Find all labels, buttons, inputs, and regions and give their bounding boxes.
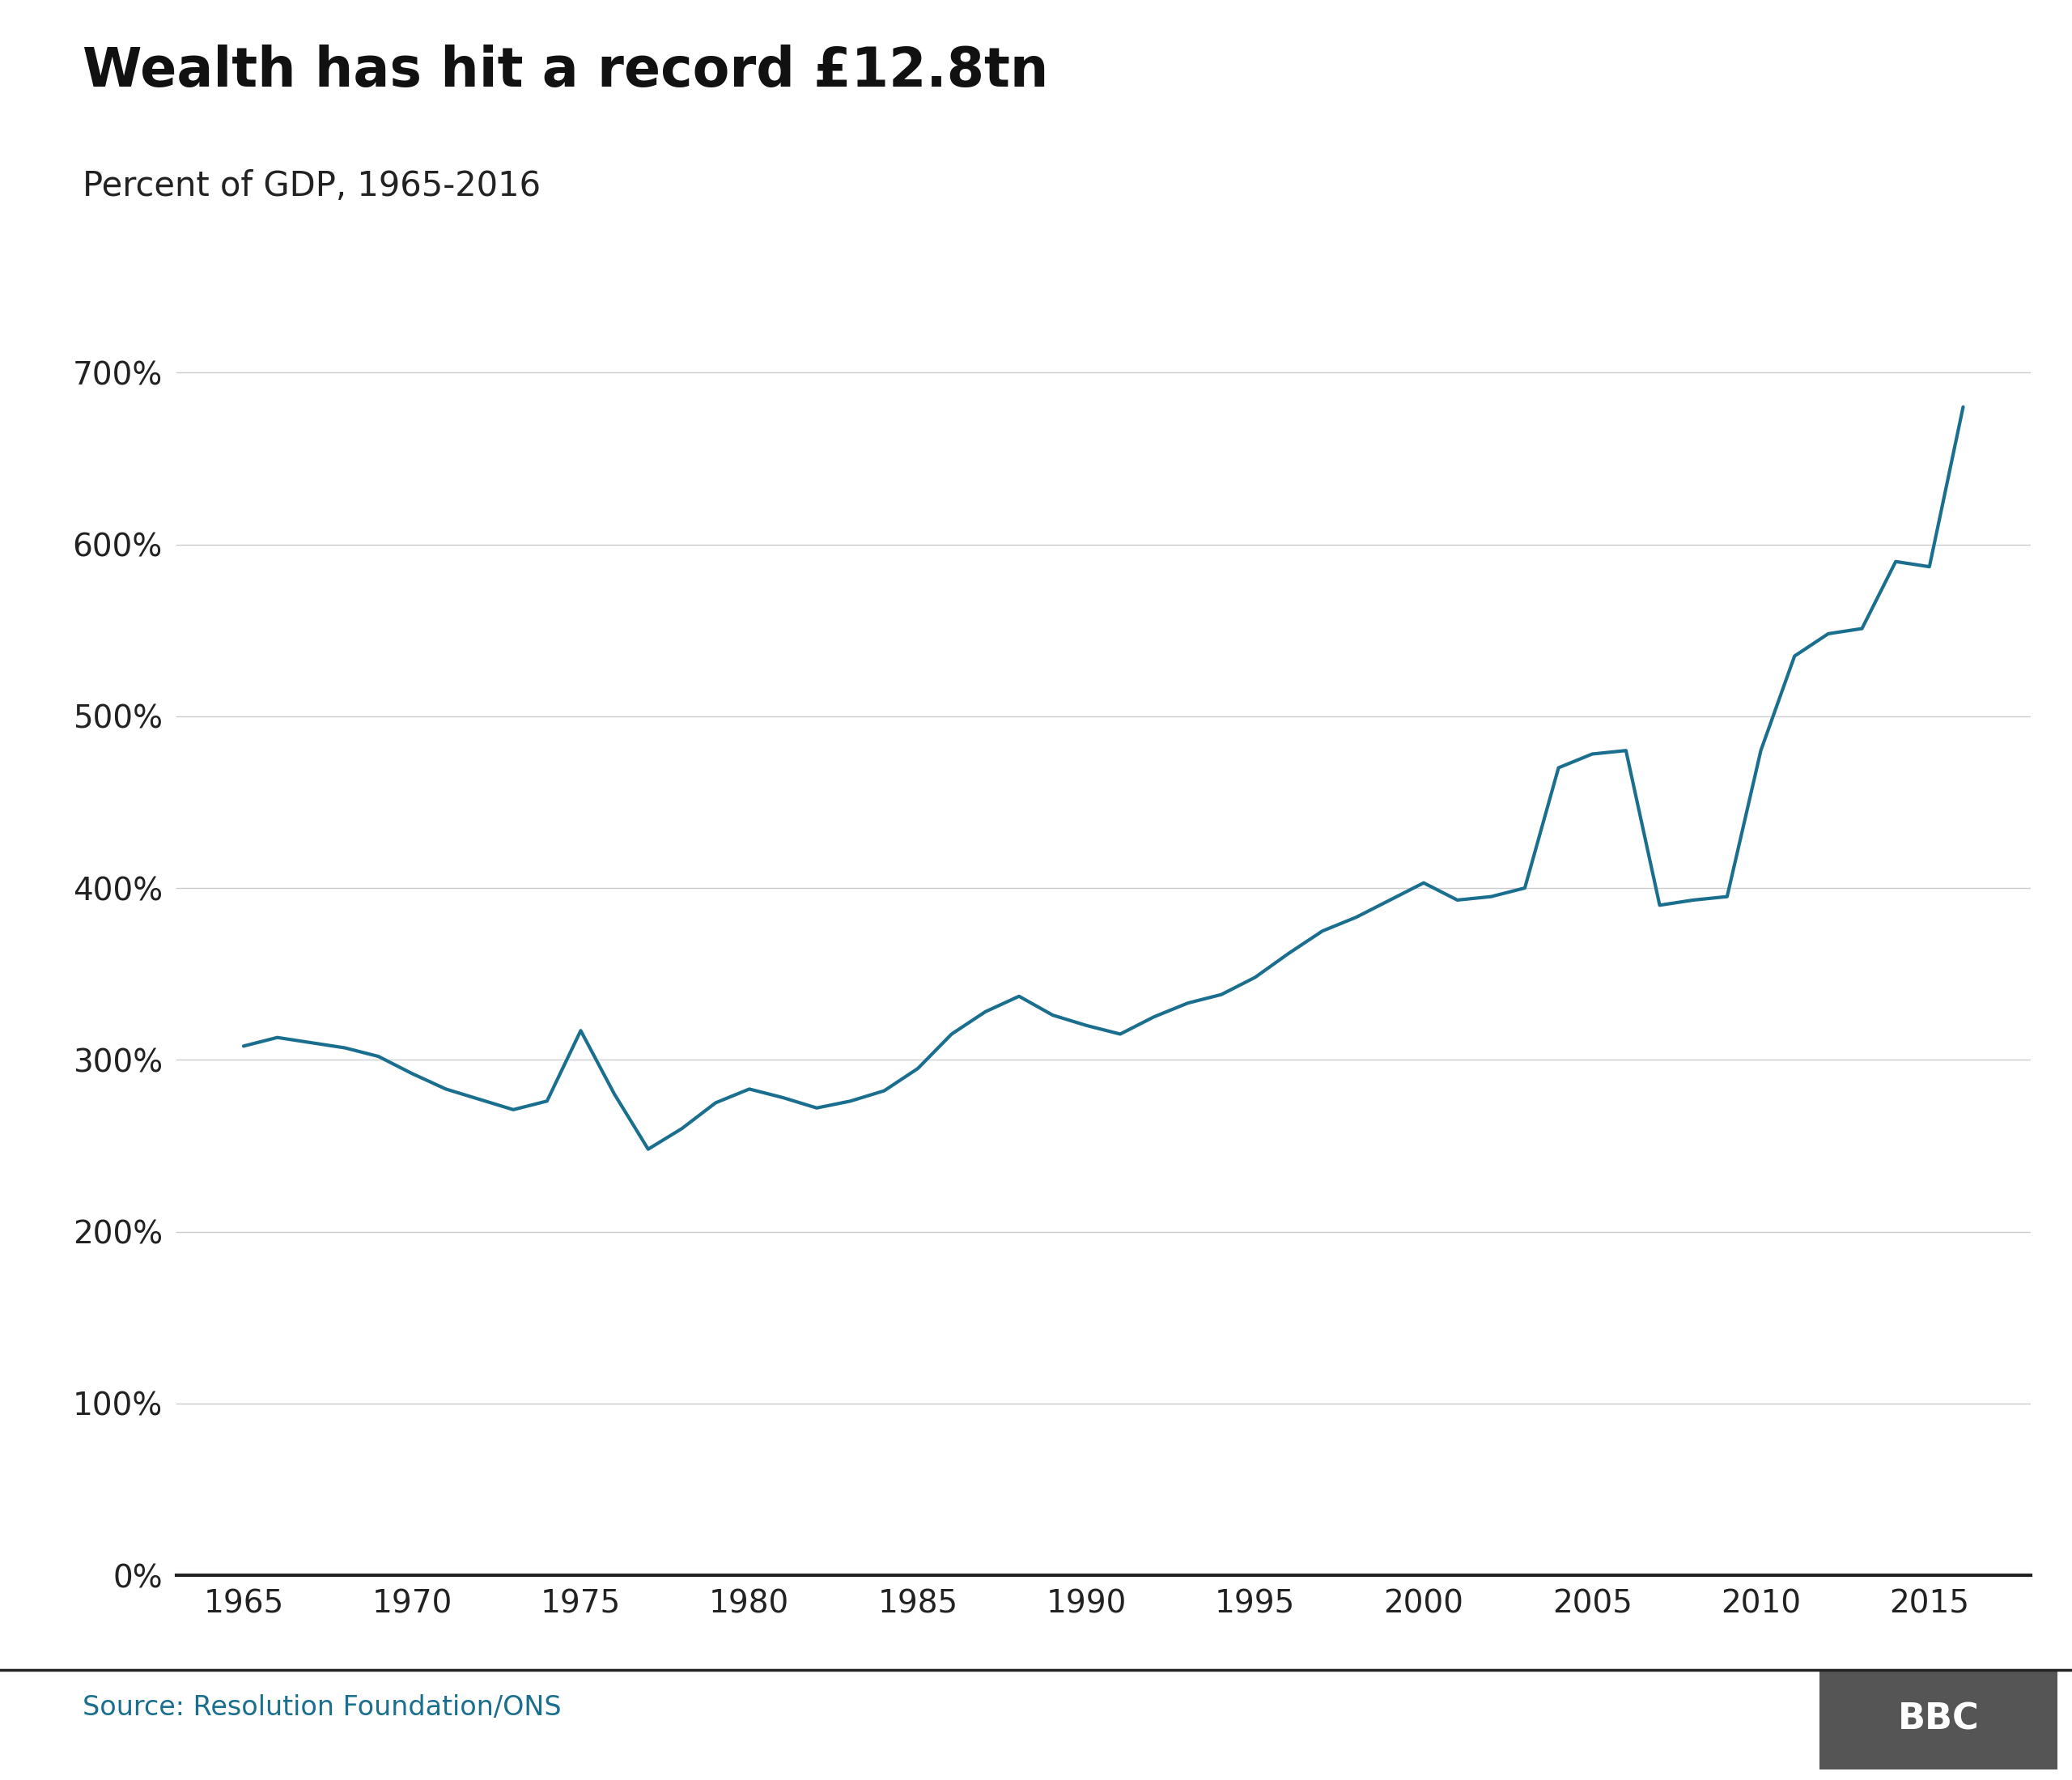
- Text: Wealth has hit a record £12.8tn: Wealth has hit a record £12.8tn: [83, 44, 1048, 98]
- Text: Percent of GDP, 1965-2016: Percent of GDP, 1965-2016: [83, 169, 541, 203]
- Text: Source: Resolution Foundation/ONS: Source: Resolution Foundation/ONS: [83, 1695, 562, 1721]
- Text: BBC: BBC: [1898, 1702, 1979, 1737]
